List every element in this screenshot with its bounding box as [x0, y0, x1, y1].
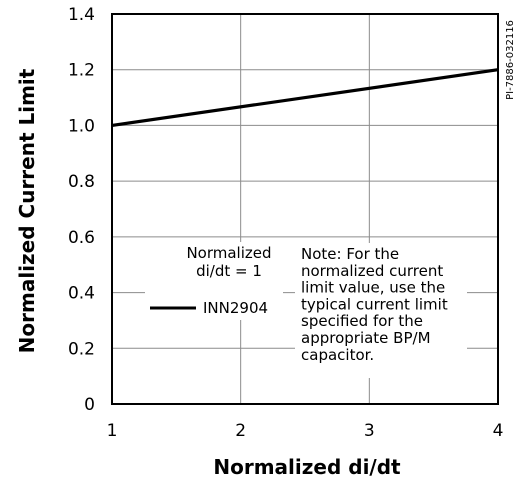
- y-tick-label: 1.0: [68, 116, 95, 136]
- note-line: normalized current: [301, 262, 443, 280]
- y-tick-label: 0.8: [68, 172, 95, 192]
- y-tick-label: 1.4: [68, 5, 95, 25]
- y-tick-labels: 0 0.2 0.4 0.6 0.8 1.0 1.2 1.4: [68, 5, 95, 415]
- note-line: appropriate BP/M: [301, 329, 431, 347]
- note-line: typical current limit: [301, 295, 448, 313]
- x-tick-label: 4: [493, 421, 504, 441]
- y-tick-label: 0.4: [68, 284, 95, 304]
- note-line: specified for the: [301, 312, 423, 330]
- note-line: capacitor.: [301, 346, 374, 364]
- note-line: limit value, use the: [301, 279, 445, 297]
- figure-id: PI-7886-032116: [505, 20, 516, 100]
- x-tick-label: 3: [364, 421, 375, 441]
- y-axis-title: Normalized Current Limit: [15, 68, 39, 353]
- note-background: [295, 243, 467, 378]
- y-tick-label: 1.2: [68, 61, 95, 81]
- note-line: Note: For the: [301, 245, 399, 263]
- y-tick-label: 0: [84, 395, 95, 415]
- x-axis-title: Normalized di/dt: [213, 455, 401, 479]
- x-tick-label: 1: [107, 421, 118, 441]
- x-tick-labels: 1 2 3 4: [107, 421, 504, 441]
- plot-area-frame: [111, 13, 499, 405]
- legend-title-line-1: Normalized: [186, 244, 271, 262]
- y-tick-label: 0.2: [68, 339, 95, 359]
- series-lines: [111, 68, 499, 128]
- legend-entry-label: INN2904: [203, 299, 268, 317]
- legend-title-line-2: di/dt = 1: [196, 262, 262, 280]
- x-tick-label: 2: [235, 421, 246, 441]
- y-tick-label: 0.6: [68, 228, 95, 248]
- series-line: [111, 68, 499, 128]
